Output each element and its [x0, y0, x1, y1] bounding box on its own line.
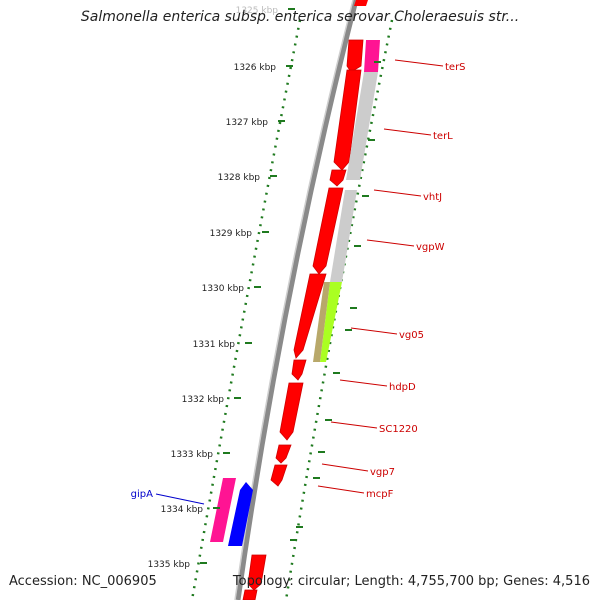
gene-arrow-red [247, 554, 267, 591]
label-layer: terS terL vhtJ vgpW vg05 hdpD SC1220 vgp7 mcpF gi… [131, 59, 466, 505]
gene-label-mcpF: mcpF [366, 489, 394, 500]
gene-arrow-red [354, 0, 368, 6]
kbp-tick-label: 1333 kbp [171, 450, 214, 460]
gene-leader-line [321, 463, 369, 472]
accession-text: Accession: NC_006905 [9, 574, 157, 589]
gene-leader-line [317, 485, 365, 494]
gene-leader-line [373, 189, 422, 197]
gene-layer [210, 0, 380, 600]
kbp-tick-label: 1334 kbp [161, 505, 204, 515]
gene-label-vhtJ: vhtJ [423, 192, 442, 203]
gene-grey [330, 190, 357, 282]
gene-arrow-red [291, 359, 307, 381]
gene-label-vgpW: vgpW [416, 242, 445, 253]
gene-leader-line [339, 379, 388, 387]
map-title: Salmonella enterica subsp. enterica sero… [80, 9, 520, 25]
kbp-tick-label: 1325 kbp [236, 6, 279, 16]
kbp-tick-label: 1328 kbp [218, 173, 261, 183]
gene-leader-line [155, 493, 205, 505]
gene-leader-line [383, 128, 432, 136]
backbone-line [235, 0, 359, 600]
kbp-tick-label: 1327 kbp [226, 118, 269, 128]
outer-ring-dots [284, 19, 394, 600]
gene-arrow-red [279, 382, 304, 441]
gene-leader-line [350, 327, 398, 335]
gene-label-hdpD: hdpD [389, 382, 416, 393]
gene-arrow-red [270, 464, 288, 487]
gene-arrow-red [312, 187, 344, 275]
gene-arrow-red [275, 444, 292, 464]
gene-lime [320, 282, 342, 362]
kbp-tick-label: 1330 kbp [202, 284, 245, 294]
gene-label-terL: terL [433, 131, 453, 142]
gene-magenta-gipA [210, 478, 236, 542]
gene-leader-line [330, 421, 378, 429]
topology-text: Topology: circular; Length: 4,755,700 bp… [232, 574, 590, 589]
gene-arrow-red [346, 39, 364, 73]
gene-olive [313, 282, 330, 362]
gene-blue [228, 482, 253, 546]
gene-arrow-red [242, 589, 258, 600]
inner-ring-dots [190, 19, 302, 600]
gene-label-SC1220: SC1220 [379, 424, 418, 435]
gene-arrow-red [329, 169, 347, 187]
gene-label-vgp7: vgp7 [370, 467, 395, 478]
kbp-tick-label: 1332 kbp [182, 395, 225, 405]
gene-label-terS: terS [445, 62, 466, 73]
kbp-tick-label: 1335 kbp [148, 560, 191, 570]
gene-leader-line [366, 239, 415, 247]
gene-grey [346, 72, 378, 180]
gene-magenta [364, 40, 380, 72]
gene-label-gipA: gipA [131, 489, 153, 500]
kbp-tick-label: 1331 kbp [193, 340, 236, 350]
kbp-tick-label: 1329 kbp [210, 229, 253, 239]
gene-label-vg05: vg05 [399, 330, 424, 341]
kbp-tick-label: 1326 kbp [234, 63, 277, 73]
gene-arrow-red [333, 69, 362, 171]
gene-leader-line [394, 59, 444, 67]
gene-arrow-red [293, 273, 327, 359]
tick-layer: 1325 kbp 1326 kbp 1327 kbp 1328 kbp 1329 kbp… [148, 6, 381, 570]
